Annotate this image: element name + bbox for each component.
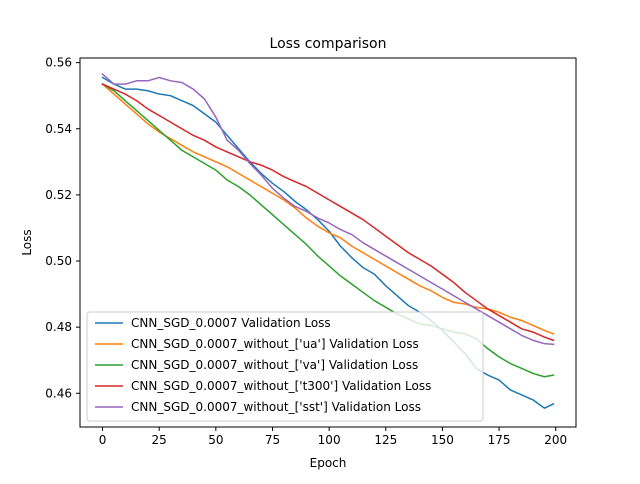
series-line-4 — [101, 73, 555, 346]
series-line-3 — [101, 83, 555, 342]
x-tick-label: 125 — [374, 433, 397, 447]
y-tick-label: 0.56 — [45, 56, 72, 70]
legend-label: CNN_SGD_0.0007_without_['sst'] Validatio… — [131, 400, 421, 414]
y-tick-label: 0.50 — [45, 254, 72, 268]
y-tick-label: 0.54 — [45, 122, 72, 136]
x-tick-label: 25 — [152, 433, 167, 447]
legend-items: CNN_SGD_0.0007 Validation Loss CNN_SGD_0.… — [95, 316, 431, 414]
y-axis-label: Loss — [20, 229, 34, 255]
x-axis: 0 25 50 75 100 125 150 175 200 — [99, 427, 567, 447]
chart-title: Loss comparison — [270, 36, 387, 52]
legend-label: CNN_SGD_0.0007_without_['ua'] Validation… — [131, 337, 419, 351]
legend-label: CNN_SGD_0.0007_without_['va'] Validation… — [131, 358, 418, 372]
series-line-1 — [101, 83, 555, 335]
legend-label: CNN_SGD_0.0007_without_['t300'] Validati… — [131, 379, 431, 393]
legend-box — [86, 311, 484, 422]
x-tick-label: 75 — [265, 433, 280, 447]
x-tick-label: 200 — [544, 433, 567, 447]
legend: CNN_SGD_0.0007 Validation Loss CNN_SGD_0.… — [86, 311, 484, 422]
y-tick-label: 0.48 — [45, 320, 72, 334]
y-axis: 0.46 0.48 0.50 0.52 0.54 0.56 — [45, 56, 80, 400]
x-tick-label: 175 — [488, 433, 511, 447]
y-tick-label: 0.46 — [45, 386, 72, 400]
x-axis-label: Epoch — [310, 456, 347, 470]
x-tick-label: 100 — [318, 433, 341, 447]
x-tick-label: 50 — [208, 433, 223, 447]
y-tick-label: 0.52 — [45, 188, 72, 202]
x-tick-label: 150 — [431, 433, 454, 447]
axes-frame — [79, 57, 577, 428]
x-tick-label: 0 — [99, 433, 107, 447]
legend-label: CNN_SGD_0.0007 Validation Loss — [131, 316, 331, 330]
